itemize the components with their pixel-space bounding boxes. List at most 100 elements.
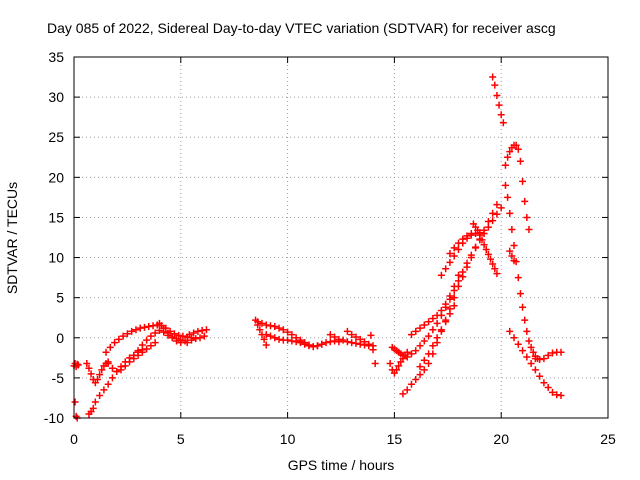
data-point [119,332,127,340]
data-point [262,321,270,329]
data-point [369,346,377,354]
data-point [412,327,420,335]
data-point [108,364,116,372]
x-axis-tick-labels: 0 5 10 15 20 25 [70,431,616,447]
data-point [271,323,279,331]
data-point [96,392,104,400]
data-point [433,311,441,319]
series-arc-10 [183,332,208,347]
data-points [70,73,565,422]
data-point [525,337,533,345]
data-point [326,338,334,346]
series-arc-29 [501,181,542,363]
data-point [510,334,518,342]
data-point [416,363,424,371]
data-point [407,380,415,388]
y-tick-label: 35 [48,49,64,65]
data-point [138,348,146,356]
data-point [288,337,296,345]
data-point [519,177,527,185]
data-point [553,391,561,399]
x-tick-label: 10 [280,431,296,447]
series-arc-19 [388,343,407,359]
data-point [348,339,356,347]
y-tick-label: 10 [48,250,64,266]
y-tick-label: -5 [52,370,65,386]
data-point [271,334,279,342]
data-point [506,247,514,255]
data-point [173,337,181,345]
data-point [192,335,200,343]
data-point [450,294,458,302]
data-point [525,225,533,233]
data-point [140,323,148,331]
data-point [446,258,454,266]
data-point [136,324,144,332]
data-point [301,340,309,348]
data-point [399,351,407,359]
data-point [450,252,458,260]
plot-frame [73,56,609,419]
data-point [267,332,275,340]
data-point [489,73,497,81]
data-point [482,246,490,254]
data-point [168,334,176,342]
series-arc-3 [83,358,112,387]
data-point [437,271,445,279]
data-point [523,353,531,361]
data-point [89,404,97,412]
data-point [318,340,326,348]
data-point [403,353,411,361]
data-point [536,355,544,363]
data-point [309,343,317,351]
data-point [501,161,509,169]
data-point [510,242,518,250]
data-point [138,341,146,349]
series-arc-31 [506,327,565,400]
data-point [429,315,437,323]
data-point [262,341,270,349]
data-point [420,321,428,329]
data-point [416,342,424,350]
data-point [202,326,210,334]
series-arc-1 [70,359,82,371]
data-point [108,374,116,382]
data-point [143,345,151,353]
data-point [296,338,304,346]
data-point [478,236,486,244]
data-point [489,217,497,225]
y-axis-label: SDTVAR / TECUs [4,182,20,294]
data-point [512,141,520,149]
data-point [113,367,121,375]
data-point [514,340,522,348]
data-point [87,370,95,378]
x-axis-label: GPS time / hours [288,457,395,473]
data-point [425,350,433,358]
data-point [123,330,131,338]
data-point [151,339,159,347]
data-point [393,366,401,374]
data-point [501,181,509,189]
data-point [147,342,155,350]
series-arc-27 [489,73,507,127]
data-point [267,322,275,330]
data-point [548,349,556,357]
data-point [472,243,480,251]
data-point [504,193,512,201]
series-arc-5 [104,339,159,375]
y-tick-label: -10 [44,410,64,426]
data-point [190,329,198,337]
data-point [407,350,415,358]
data-point [476,231,484,239]
x-tick-label: 20 [493,431,509,447]
data-point [484,250,492,258]
data-point [198,327,206,335]
data-point [506,327,514,335]
data-point [102,348,110,356]
data-point [499,119,507,127]
data-point [305,342,313,350]
data-point [420,337,428,345]
data-point [463,232,471,240]
data-point [343,338,351,346]
